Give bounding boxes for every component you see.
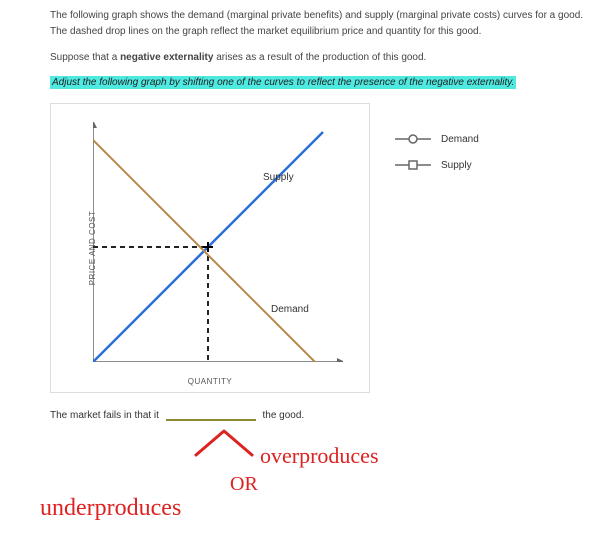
legend: Demand Supply [395,103,515,393]
legend-demand-marker [395,133,431,145]
legend-supply[interactable]: Supply [395,159,515,171]
x-axis-label: QUANTITY [188,377,232,386]
legend-supply-marker [395,159,431,171]
p2-c: arises as a result of the production of … [213,52,426,63]
highlight-text: Adjust the following graph by shifting o… [50,76,516,89]
fill-before: The market fails in that it [50,410,159,421]
p2-bold: negative externality [120,52,213,63]
handwriting-under: underproduces [40,495,181,522]
handwriting-or: OR [230,473,258,496]
svg-text:Supply: Supply [263,172,294,183]
legend-demand-label: Demand [441,134,479,145]
handwriting-over: overproduces [260,443,379,469]
chart-card[interactable]: PRICE AND COST QUANTITY SupplyDemand [50,103,370,393]
chart-row: PRICE AND COST QUANTITY SupplyDemand Dem… [50,103,596,393]
p2-a: Suppose that a [50,52,120,63]
fill-blank[interactable] [166,409,256,421]
fill-after: the good. [263,410,305,421]
instruction-highlight: Adjust the following graph by shifting o… [50,76,596,89]
handwriting-area: overproduces OR underproduces [0,425,606,545]
fill-sentence: The market fails in that it the good. [50,409,596,421]
caret-icon [190,425,260,459]
legend-supply-label: Supply [441,160,472,171]
plot-svg: Supply Demand [93,122,343,362]
intro-paragraph-1: The following graph shows the demand (ma… [50,8,596,40]
legend-demand[interactable]: Demand [395,133,515,145]
intro-paragraph-2: Suppose that a negative externality aris… [50,50,596,66]
plot-area[interactable]: Supply Demand [93,122,343,362]
svg-text:Demand: Demand [271,304,309,315]
